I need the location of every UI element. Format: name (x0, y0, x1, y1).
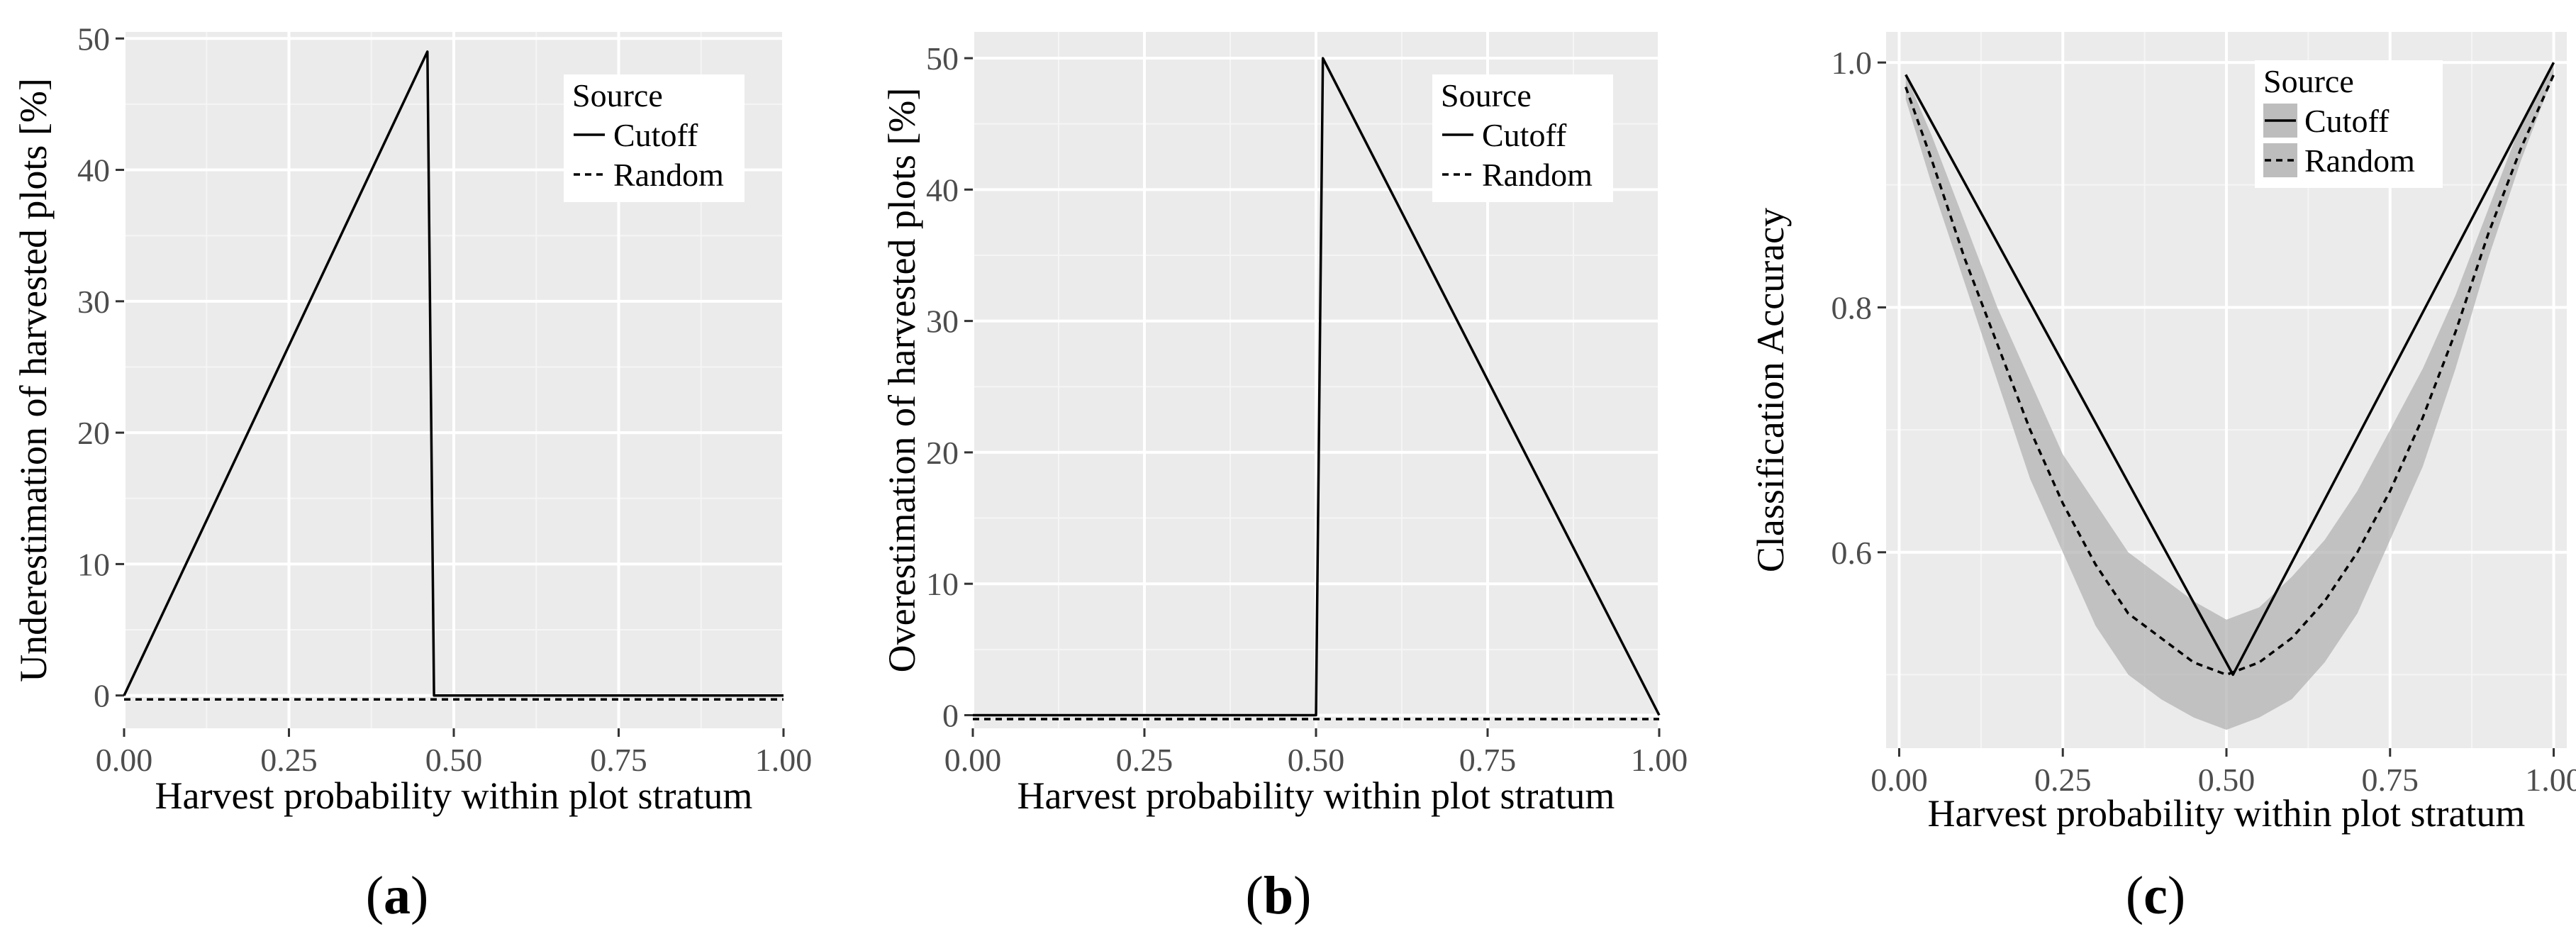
x-tick-label: 0.00 (96, 742, 153, 778)
y-tick-label: 20 (926, 435, 959, 471)
panel-label-letter: b (1264, 866, 1293, 925)
y-tick-label: 0.6 (1831, 535, 1873, 571)
x-tick-label: 0.25 (1116, 742, 1173, 778)
legend: Source Cutoff Random (2255, 60, 2443, 188)
legend-label-cutoff: Cutoff (2304, 103, 2390, 139)
legend-label-cutoff: Cutoff (613, 117, 698, 153)
x-axis-title: Harvest probability within plot stratum (1017, 774, 1615, 817)
panel-label-close-paren: ) (411, 866, 428, 925)
series-line-cutoff (1905, 62, 2555, 677)
y-axis-title: Classification Accuracy (1749, 208, 1792, 572)
chart-panel-c: 0.00 0.25 0.50 0.75 1.00 0.6 0.8 1.0 Source Cutof… (1749, 32, 2576, 925)
legend: Source Cutoff Random (564, 74, 745, 202)
x-tick-label: 0.00 (1870, 762, 1928, 798)
chart-panel-b: 0.00 0.25 0.50 0.75 1.00 0 10 20 30 40 50 Source Cut… (881, 32, 1688, 925)
legend-label-random: Random (2304, 143, 2415, 179)
x-tick-label: 0.25 (2034, 762, 2092, 798)
y-tick-label: 1.0 (1831, 45, 1873, 81)
chart-panel-a: 0.00 0.25 0.50 0.75 1.00 0 10 20 30 40 50 Source Cut… (12, 21, 812, 925)
panel-label-open-paren: ( (2126, 866, 2143, 925)
y-tick-label: 30 (926, 304, 959, 340)
y-tick-label: 30 (77, 284, 110, 320)
panel-label: (b) (1246, 866, 1312, 925)
series-line-cutoff (123, 50, 784, 697)
legend-title: Source (572, 77, 663, 113)
panel-label-open-paren: ( (1246, 866, 1264, 925)
panel-label-close-paren: ) (2168, 866, 2185, 925)
y-tick-label: 10 (926, 566, 959, 602)
legend-box (564, 74, 745, 202)
y-tick-label: 20 (77, 415, 110, 451)
y-tick-label: 40 (77, 152, 110, 189)
y-tick-label: 0 (942, 697, 959, 733)
legend-title: Source (2263, 63, 2354, 99)
x-axis-title: Harvest probability within plot stratum (1928, 792, 2526, 835)
legend-label-cutoff: Cutoff (1482, 117, 1567, 153)
x-tick-label: 0.75 (1459, 742, 1517, 778)
series-line-cutoff (973, 57, 1661, 717)
y-axis-title: Underestimation of harvested plots [%] (12, 78, 55, 682)
y-tick-label: 50 (926, 40, 959, 77)
x-axis-title: Harvest probability within plot stratum (155, 774, 753, 817)
x-tick-label: 1.00 (1631, 742, 1688, 778)
x-tick-label: 0.50 (1288, 742, 1345, 778)
y-tick-label: 40 (926, 172, 959, 208)
panel-label-open-paren: ( (366, 866, 384, 925)
y-tick-label: 0 (94, 678, 110, 714)
y-tick-label: 50 (77, 21, 110, 57)
x-tick-label: 0.00 (944, 742, 1002, 778)
x-tick-label: 1.00 (755, 742, 813, 778)
x-tick-label: 1.00 (2525, 762, 2576, 798)
x-tick-label: 0.50 (425, 742, 483, 778)
x-tick-label: 0.50 (2198, 762, 2256, 798)
x-tick-label: 0.75 (2362, 762, 2419, 798)
x-tick-label: 0.25 (260, 742, 318, 778)
panel-label: (c) (2126, 866, 2185, 925)
legend-label-random: Random (1482, 157, 1593, 193)
y-tick-label: 10 (77, 546, 110, 582)
panel-label-close-paren: ) (1293, 866, 1311, 925)
x-tick-label: 0.75 (590, 742, 647, 778)
legend: Source Cutoff Random (1432, 74, 1613, 202)
legend-box (1432, 74, 1613, 202)
panel-label-letter: a (384, 866, 411, 925)
legend-label-random: Random (613, 157, 724, 193)
random-confidence-ribbon (1905, 62, 2554, 730)
y-axis-title: Overestimation of harvested plots [%] (881, 88, 923, 673)
panel-label: (a) (366, 866, 429, 925)
legend-title: Source (1441, 77, 1532, 113)
panel-label-letter: c (2143, 866, 2168, 925)
y-tick-label: 0.8 (1831, 289, 1873, 326)
